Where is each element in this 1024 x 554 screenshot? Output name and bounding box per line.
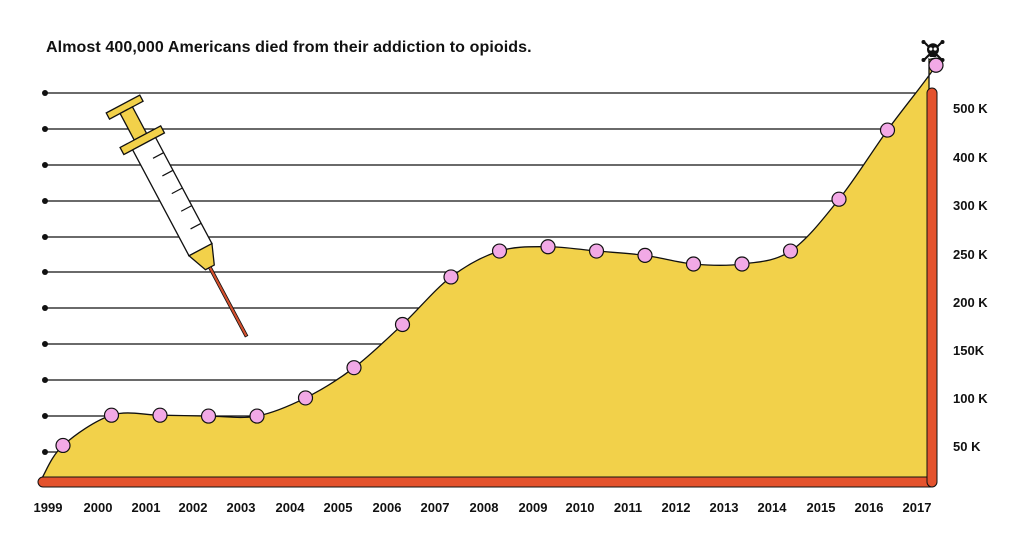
data-point-2011: [637, 247, 653, 263]
x-tick-label: 2009: [519, 500, 548, 515]
x-tick-label: 2016: [855, 500, 884, 515]
data-point-2016: [879, 122, 896, 138]
data-point-2000: [103, 407, 120, 423]
grid-dot: [42, 377, 48, 383]
data-point-2009: [540, 239, 556, 255]
x-tick-label: 1999: [34, 500, 63, 515]
data-point-2015: [831, 191, 847, 207]
data-point-2017: [928, 57, 944, 73]
x-tick-label: 2011: [614, 500, 642, 515]
x-tick-label: 2002: [179, 500, 208, 515]
x-tick-label: 2012: [662, 500, 691, 515]
x-tick-label: 2013: [710, 500, 739, 515]
data-point-2010: [588, 243, 605, 259]
x-tick-label: 2003: [227, 500, 256, 515]
x-tick-label: 2010: [566, 500, 595, 515]
grid-dot: [42, 305, 48, 311]
grid-dot: [42, 341, 48, 347]
x-tick-label: 2001: [132, 500, 161, 515]
x-tick-label: 2000: [84, 500, 113, 515]
grid-dot: [42, 234, 48, 240]
x-tick-label: 2015: [807, 500, 836, 515]
x-tick-label: 2006: [373, 500, 402, 515]
y-tick-label: 500 K: [953, 101, 988, 116]
x-tick-label: 2005: [324, 500, 353, 515]
data-point-2006: [394, 316, 411, 333]
area-fill: [41, 57, 939, 481]
y-tick-label: 50 K: [953, 439, 981, 454]
data-point-2004: [297, 390, 314, 406]
syringe-icon: [105, 94, 249, 338]
data-point-2008: [491, 243, 508, 259]
data-point-2013: [734, 256, 750, 272]
skull-crossbones-icon: [921, 40, 945, 62]
grid-dot: [42, 449, 48, 455]
x-tick-label: 2008: [470, 500, 499, 515]
x-tick-label: 2007: [421, 500, 450, 515]
y-tick-label: 400 K: [953, 150, 988, 165]
x-tick-label: 2017: [903, 500, 932, 515]
y-tick-label: 150K: [953, 343, 985, 358]
y-tick-label: 200 K: [953, 295, 988, 310]
x-tick-label: 2014: [758, 500, 788, 515]
data-point-2014: [782, 243, 799, 259]
grid-dot: [42, 198, 48, 204]
grid-dot: [42, 162, 48, 168]
y-tick-label: 250 K: [953, 247, 988, 262]
grid-dot: [42, 413, 48, 419]
data-point-2003: [249, 408, 265, 424]
data-point-2001: [152, 407, 168, 423]
grid-dot: [42, 90, 48, 96]
data-point-2007: [443, 269, 459, 285]
y-tick-label: 100 K: [953, 391, 988, 406]
chart-title: Almost 400,000 Americans died from their…: [46, 39, 532, 56]
x-axis-bar: [37, 476, 937, 488]
data-point-2012: [685, 256, 702, 272]
y-tick-label: 300 K: [953, 198, 988, 213]
data-point-2005: [346, 360, 362, 376]
grid-dot: [42, 126, 48, 132]
x-tick-label: 2004: [276, 500, 306, 515]
y-axis-bar: [926, 87, 938, 488]
data-point-1999: [55, 437, 71, 454]
grid-dot: [42, 269, 48, 275]
data-point-2002: [200, 408, 217, 424]
